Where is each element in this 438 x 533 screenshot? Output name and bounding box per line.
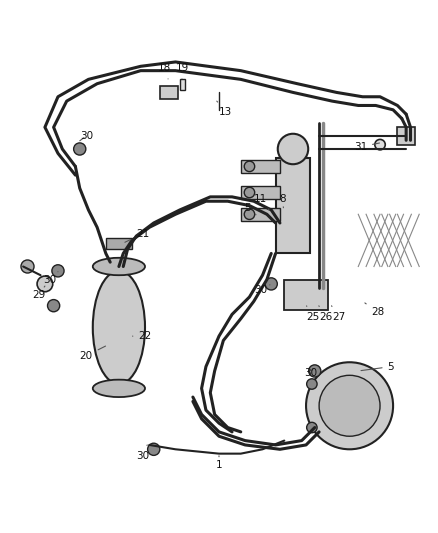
Bar — [284, 279, 328, 310]
Text: 30: 30 — [304, 368, 317, 378]
Circle shape — [244, 187, 254, 198]
Circle shape — [244, 161, 254, 172]
Circle shape — [306, 362, 393, 449]
Circle shape — [319, 375, 380, 436]
Text: 11: 11 — [254, 194, 269, 210]
Text: 26: 26 — [319, 306, 332, 321]
Bar — [241, 208, 280, 221]
Text: 5: 5 — [361, 361, 394, 372]
Ellipse shape — [93, 271, 145, 384]
Text: 25: 25 — [306, 306, 319, 321]
Circle shape — [307, 422, 317, 433]
Text: 30: 30 — [254, 285, 270, 295]
Circle shape — [52, 265, 64, 277]
Text: 30: 30 — [136, 445, 149, 461]
Circle shape — [74, 143, 86, 155]
Text: 1: 1 — [215, 456, 223, 470]
Text: 21: 21 — [125, 229, 149, 243]
Text: 30: 30 — [80, 131, 93, 141]
Text: 8: 8 — [279, 194, 286, 208]
Ellipse shape — [93, 379, 145, 397]
Text: 30: 30 — [42, 272, 58, 285]
Text: 29: 29 — [32, 286, 45, 300]
Circle shape — [278, 134, 308, 164]
Bar — [241, 186, 280, 199]
Text: 19: 19 — [175, 63, 189, 80]
Circle shape — [375, 140, 385, 150]
Bar — [276, 158, 311, 254]
Text: 27: 27 — [332, 306, 345, 321]
Bar — [397, 127, 415, 144]
Ellipse shape — [93, 258, 145, 275]
Text: 20: 20 — [80, 346, 106, 361]
Bar — [106, 238, 132, 249]
Text: 22: 22 — [133, 331, 152, 341]
Circle shape — [265, 278, 277, 290]
Circle shape — [244, 209, 254, 220]
Circle shape — [21, 260, 34, 273]
Bar — [241, 160, 280, 173]
Text: 5: 5 — [244, 203, 256, 215]
Circle shape — [309, 365, 321, 377]
Circle shape — [148, 443, 160, 455]
Text: 13: 13 — [217, 101, 232, 117]
Circle shape — [37, 276, 53, 292]
Circle shape — [307, 379, 317, 389]
Bar — [180, 79, 185, 90]
Text: 18: 18 — [158, 63, 171, 79]
Text: 31: 31 — [354, 142, 379, 152]
Text: 28: 28 — [365, 303, 385, 317]
Circle shape — [47, 300, 60, 312]
Bar — [160, 86, 178, 99]
